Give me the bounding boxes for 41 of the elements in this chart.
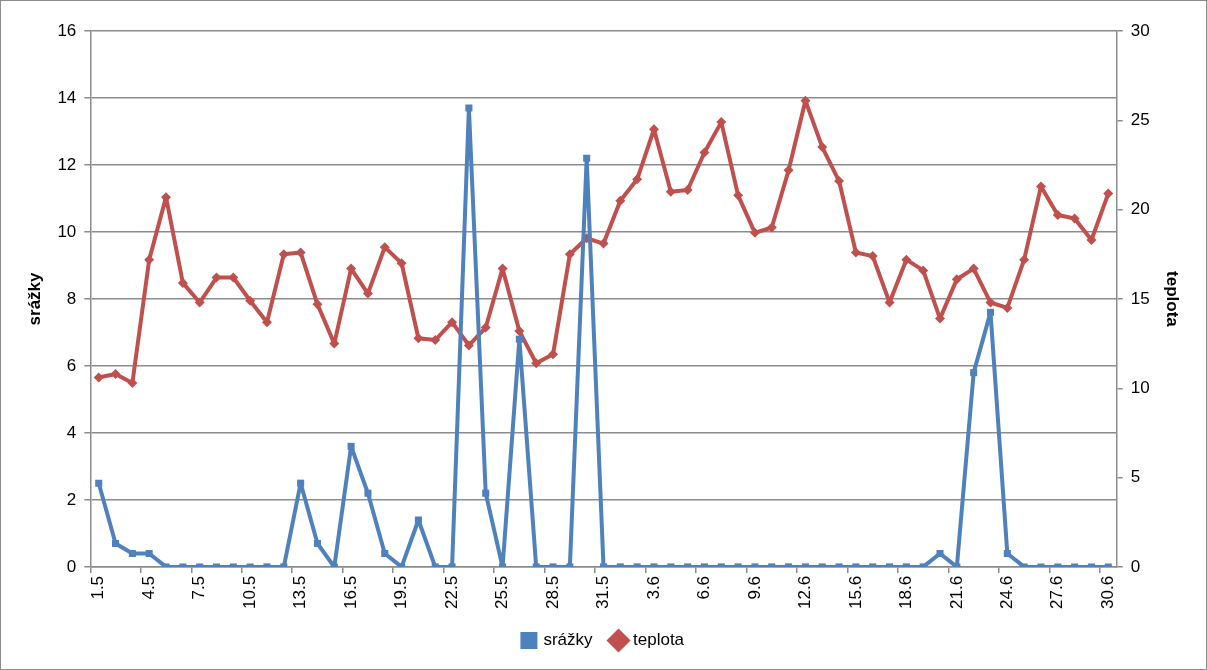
y2-tick-label: 25 [1130,110,1150,130]
x-tick-label: 28.5 [542,575,562,610]
y2-tick-label: 20 [1130,199,1150,219]
y-tick-label: 12 [57,154,77,174]
x-tick-label: 9.6 [744,575,764,600]
y-tick-label: 14 [57,87,77,107]
legend-label: teplota [633,630,685,650]
x-tick-label: 25.5 [492,575,512,610]
x-tick-label: 22.5 [441,575,461,610]
y-tick-label: 4 [66,422,77,442]
y-tick-label: 16 [57,20,77,40]
x-tick-label: 19.5 [391,575,411,610]
y-tick-label: 2 [66,489,77,509]
x-tick-label: 1.5 [88,575,108,600]
y2-tick-label: 0 [1130,556,1141,576]
y2-tick-label: 10 [1130,377,1150,397]
y2-tick-label: 5 [1130,467,1141,487]
y2-axis-title: teplota [1163,271,1183,328]
legend-label: srážky [543,630,594,650]
x-tick-label: 30.6 [1097,575,1117,610]
x-tick-label: 10.5 [239,575,259,610]
x-tick-label: 6.6 [694,575,714,600]
x-tick-label: 16.5 [340,575,360,610]
x-tick-label: 21.6 [946,575,966,610]
x-tick-label: 12.6 [795,575,815,610]
y-tick-label: 8 [66,288,77,308]
x-tick-label: 15.6 [845,575,865,610]
x-tick-label: 18.6 [896,575,916,610]
x-tick-label: 7.5 [189,575,209,600]
x-tick-label: 27.6 [1047,575,1067,610]
y2-tick-label: 30 [1130,20,1150,40]
y-tick-label: 10 [57,221,77,241]
y-axis-title: srážky [24,271,44,326]
x-tick-label: 3.6 [643,575,663,600]
x-tick-label: 24.6 [997,575,1017,610]
x-tick-label: 13.5 [290,575,310,610]
y2-tick-label: 15 [1130,288,1150,308]
x-tick-label: 4.5 [138,575,158,600]
y-tick-label: 0 [66,556,77,576]
y-tick-label: 6 [66,355,77,375]
x-tick-label: 31.5 [593,575,613,610]
